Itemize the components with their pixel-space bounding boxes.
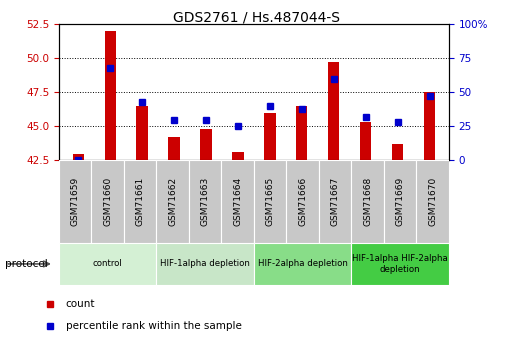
Bar [297, 106, 307, 160]
Text: GSM71666: GSM71666 [298, 177, 307, 226]
Text: percentile rank within the sample: percentile rank within the sample [66, 321, 242, 331]
Text: HIF-2alpha depletion: HIF-2alpha depletion [258, 259, 348, 268]
Bar [254, 243, 351, 285]
Bar [189, 160, 222, 243]
Text: HIF-1alpha depletion: HIF-1alpha depletion [160, 259, 250, 268]
Text: GSM71670: GSM71670 [428, 177, 437, 226]
Bar [417, 160, 449, 243]
Bar [424, 92, 436, 160]
Bar [72, 154, 84, 160]
Text: GSM71660: GSM71660 [103, 177, 112, 226]
Text: GSM71662: GSM71662 [168, 177, 177, 226]
Bar [232, 152, 244, 160]
Bar [351, 160, 384, 243]
Bar [384, 160, 417, 243]
Bar [392, 144, 403, 160]
Text: GSM71668: GSM71668 [363, 177, 372, 226]
Bar [286, 160, 319, 243]
Bar [168, 137, 180, 160]
Text: GDS2761 / Hs.487044-S: GDS2761 / Hs.487044-S [173, 10, 340, 24]
Bar [59, 243, 156, 285]
Text: protocol: protocol [5, 259, 48, 269]
Text: GSM71659: GSM71659 [71, 177, 80, 226]
Bar [105, 31, 116, 160]
Bar [136, 106, 148, 160]
Bar [156, 243, 254, 285]
Text: count: count [66, 299, 95, 308]
Text: GSM71665: GSM71665 [266, 177, 274, 226]
Bar [254, 160, 286, 243]
Bar [328, 62, 340, 160]
Bar [319, 160, 351, 243]
Bar [264, 113, 275, 160]
Bar [124, 160, 156, 243]
Text: GSM71663: GSM71663 [201, 177, 210, 226]
Bar [201, 129, 211, 160]
Text: GSM71661: GSM71661 [136, 177, 145, 226]
Text: HIF-1alpha HIF-2alpha
depletion: HIF-1alpha HIF-2alpha depletion [352, 254, 448, 274]
Text: control: control [93, 259, 123, 268]
Bar [59, 160, 91, 243]
Text: GSM71664: GSM71664 [233, 177, 242, 226]
Text: GSM71669: GSM71669 [396, 177, 405, 226]
Bar [156, 160, 189, 243]
Text: GSM71667: GSM71667 [331, 177, 340, 226]
Bar [360, 122, 371, 160]
Bar [91, 160, 124, 243]
Bar [222, 160, 254, 243]
Bar [351, 243, 449, 285]
